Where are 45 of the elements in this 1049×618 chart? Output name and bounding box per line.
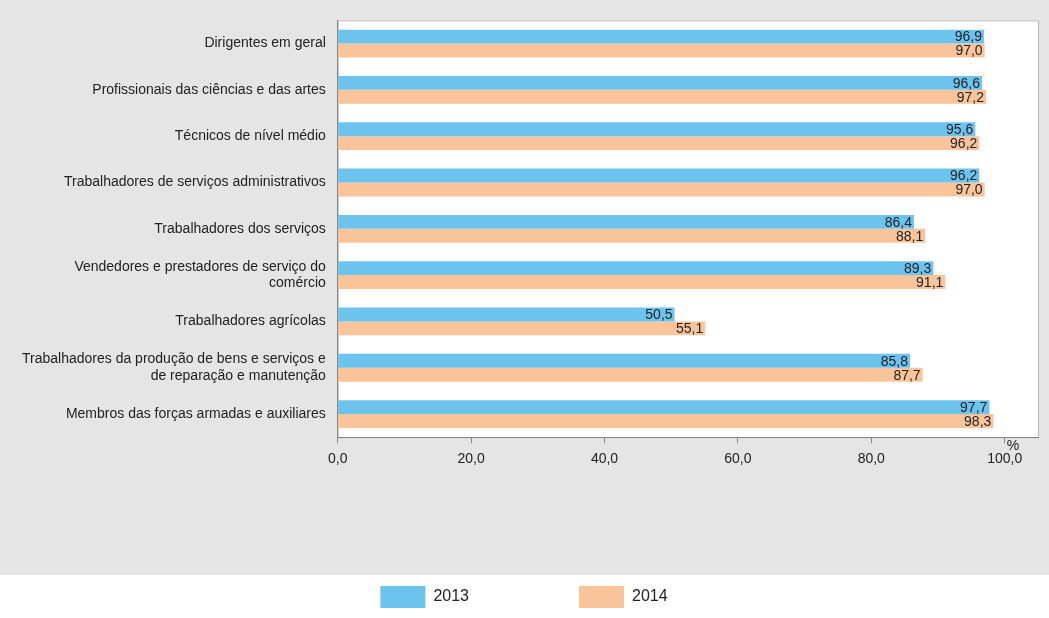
x-tick-label: 60,0 — [724, 450, 752, 467]
data-label: 95,6 — [946, 121, 974, 138]
bar — [338, 122, 976, 137]
y-tick-label: Membros das forças armadas e auxiliares — [65, 404, 326, 421]
bar — [338, 214, 914, 229]
bar — [338, 29, 984, 44]
data-label: 97,0 — [955, 181, 983, 198]
x-tick-label: 20,0 — [457, 450, 485, 467]
y-tick-label: Vendedores e prestadores de serviço do comércio — [74, 257, 326, 291]
bar — [338, 89, 986, 104]
y-tick-label: Trabalhadores da produção de bens e serviços e de reparação e manutenção — [21, 350, 326, 383]
data-label: 55,1 — [675, 320, 704, 337]
bar — [338, 400, 990, 415]
bar — [338, 353, 910, 368]
y-tick-label: Profissionais das ciências e das artes — [92, 80, 326, 97]
data-label: 50,5 — [645, 306, 673, 323]
bar — [338, 261, 934, 276]
bar — [338, 75, 982, 90]
data-label: 96,2 — [950, 167, 978, 184]
y-tick-label: Trabalhadores de serviços administrativos — [64, 173, 326, 190]
bar — [338, 367, 923, 382]
data-label: 97,0 — [955, 42, 983, 59]
x-tick-label: 40,0 — [590, 450, 619, 467]
data-label: 85,8 — [880, 352, 909, 369]
bar — [338, 307, 675, 322]
bar — [338, 168, 980, 183]
bar — [338, 321, 706, 336]
bar — [338, 275, 946, 289]
data-label: 96,9 — [954, 28, 983, 45]
bar — [338, 43, 985, 58]
legend-label: 2014 — [632, 587, 668, 605]
bar — [338, 136, 980, 151]
bar — [338, 414, 994, 428]
y-tick-label: Trabalhadores agrícolas — [175, 312, 326, 329]
data-label: 86,4 — [884, 213, 913, 230]
data-label: 96,6 — [952, 74, 981, 91]
bar — [338, 228, 926, 243]
bar — [338, 182, 985, 197]
data-label: 97,7 — [960, 398, 988, 415]
y-tick-label: Técnicos de nível médio — [174, 127, 326, 144]
legend-label: 2013 — [433, 587, 470, 605]
x-tick-label: 0,0 — [328, 450, 348, 467]
y-tick-label: Dirigentes em geral — [204, 34, 326, 51]
y-tick-label: Trabalhadores dos serviços — [154, 219, 326, 236]
x-tick-label: 80,0 — [857, 450, 886, 467]
